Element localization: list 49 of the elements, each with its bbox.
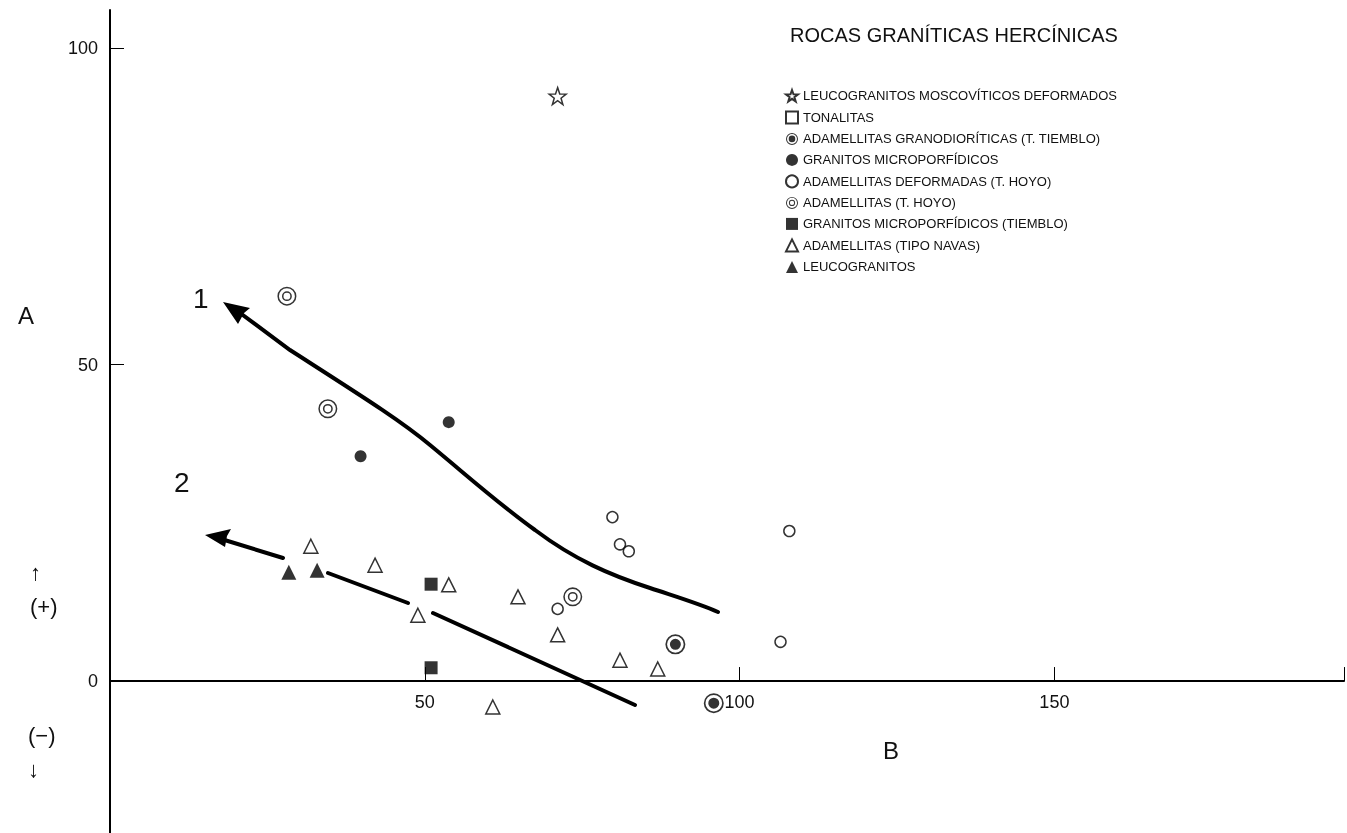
point bbox=[424, 577, 438, 591]
legend-label: LEUCOGRANITOS bbox=[803, 259, 916, 275]
legend-label: LEUCOGRANITOS MOSCOVÍTICOS DEFORMADOS bbox=[803, 88, 1118, 104]
legend-label: GRANITOS MICROPORFÍDICOS (TIEMBLO) bbox=[803, 216, 1068, 232]
legend-label: ADAMELLITAS DEFORMADAS (T. HOYO) bbox=[803, 173, 1052, 189]
y-tick-label: 50 bbox=[77, 354, 98, 375]
point bbox=[649, 661, 666, 677]
point bbox=[563, 587, 583, 607]
point bbox=[613, 538, 627, 551]
legend-title: ROCAS GRANÍTICAS HERCÍNICAS bbox=[790, 24, 1118, 46]
x-tick-label: 100 bbox=[724, 692, 755, 713]
point bbox=[354, 450, 367, 463]
y-tick-label: 100 bbox=[67, 37, 98, 58]
point bbox=[665, 634, 686, 655]
point bbox=[510, 589, 526, 605]
x-tick-label: 50 bbox=[414, 692, 435, 713]
legend-label: ADAMELLITAS (TIPO NAVAS) bbox=[803, 237, 980, 253]
point bbox=[318, 399, 338, 419]
point bbox=[783, 524, 796, 538]
point bbox=[622, 545, 636, 558]
point bbox=[367, 557, 383, 573]
point bbox=[410, 607, 426, 623]
point bbox=[548, 86, 567, 106]
x-tick-label: 150 bbox=[1039, 692, 1070, 713]
point bbox=[703, 693, 724, 714]
point bbox=[440, 577, 457, 593]
point bbox=[551, 602, 564, 616]
legend-label: GRANITOS MICROPORFÍDICOS bbox=[803, 152, 999, 168]
legend-label: TONALITAS bbox=[803, 109, 875, 125]
point bbox=[424, 661, 438, 675]
y-tick-label: 0 bbox=[87, 671, 98, 692]
point bbox=[281, 564, 297, 580]
point bbox=[442, 416, 455, 429]
point bbox=[549, 627, 566, 643]
point bbox=[303, 538, 319, 554]
text: (−) ↓ bbox=[28, 722, 56, 782]
point bbox=[309, 562, 325, 578]
legend-label: ADAMELLITAS (T. HOYO) bbox=[803, 195, 956, 211]
annotation: 1 bbox=[193, 282, 209, 314]
legend-label: ADAMELLITAS GRANODIORÍTICAS (T. TIEMBLO) bbox=[803, 131, 1101, 147]
text: ↑ (+) bbox=[30, 559, 58, 619]
annotation: 2 bbox=[174, 466, 190, 498]
point bbox=[485, 699, 501, 715]
x-axis-title: B bbox=[883, 736, 900, 764]
point bbox=[612, 652, 628, 668]
y-axis-title: A bbox=[18, 301, 35, 329]
point bbox=[277, 286, 297, 306]
point bbox=[606, 510, 619, 524]
point bbox=[774, 635, 787, 649]
